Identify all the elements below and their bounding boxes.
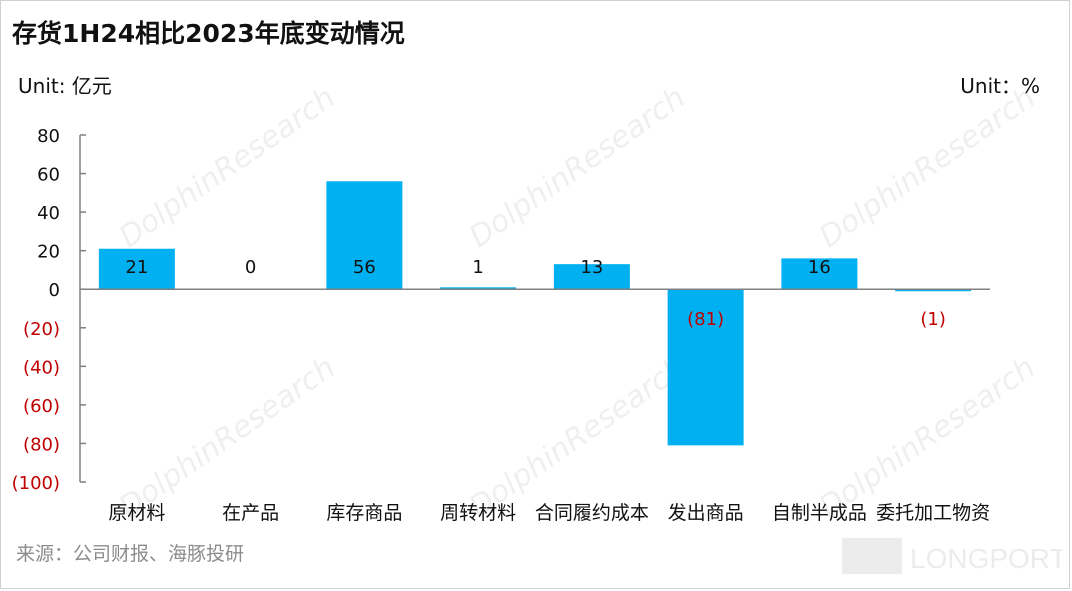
bar xyxy=(98,248,175,290)
category-label: 周转材料 xyxy=(440,502,516,524)
bar xyxy=(440,287,517,290)
data-label: 21 xyxy=(125,257,148,278)
y-tick-label: 80 xyxy=(37,126,60,147)
category-label: 自制半成品 xyxy=(772,502,867,524)
data-label: 1 xyxy=(472,257,483,278)
unit-label-right: Unit：% xyxy=(960,74,1040,98)
y-tick-label: 40 xyxy=(37,203,60,224)
bar xyxy=(895,289,972,292)
category-label: 在产品 xyxy=(222,502,279,524)
y-tick-label: 20 xyxy=(37,242,60,263)
y-tick-label: 60 xyxy=(37,165,60,186)
data-label: (81) xyxy=(687,309,724,330)
logo-text: LONGPORT xyxy=(910,543,1062,574)
y-tick-label: 0 xyxy=(49,280,60,301)
bar xyxy=(781,258,858,290)
source-note: 来源：公司财报、海豚投研 xyxy=(16,543,245,565)
data-label: 0 xyxy=(245,257,256,278)
longport-logo: LONGPORT xyxy=(842,538,1062,574)
data-label: 13 xyxy=(580,257,603,278)
data-label: (1) xyxy=(920,309,946,330)
category-label: 库存商品 xyxy=(326,502,402,524)
y-tick-label: (20) xyxy=(23,319,60,340)
y-tick-label: (100) xyxy=(12,473,60,494)
unit-label-left: Unit: 亿元 xyxy=(18,74,112,98)
category-label: 委托加工物资 xyxy=(876,502,990,524)
bar xyxy=(553,264,630,290)
data-label: 56 xyxy=(353,257,376,278)
bar xyxy=(667,289,744,446)
data-label: 16 xyxy=(808,257,831,278)
y-tick-label: (40) xyxy=(23,357,60,378)
y-tick-label: (80) xyxy=(23,434,60,455)
category-label: 原材料 xyxy=(108,502,165,524)
category-label: 发出商品 xyxy=(668,502,744,524)
bar xyxy=(326,181,403,290)
y-tick-label: (60) xyxy=(23,396,60,417)
chart-title: 存货1H24相比2023年底变动情况 xyxy=(12,19,405,48)
category-label: 合同履约成本 xyxy=(535,502,649,524)
